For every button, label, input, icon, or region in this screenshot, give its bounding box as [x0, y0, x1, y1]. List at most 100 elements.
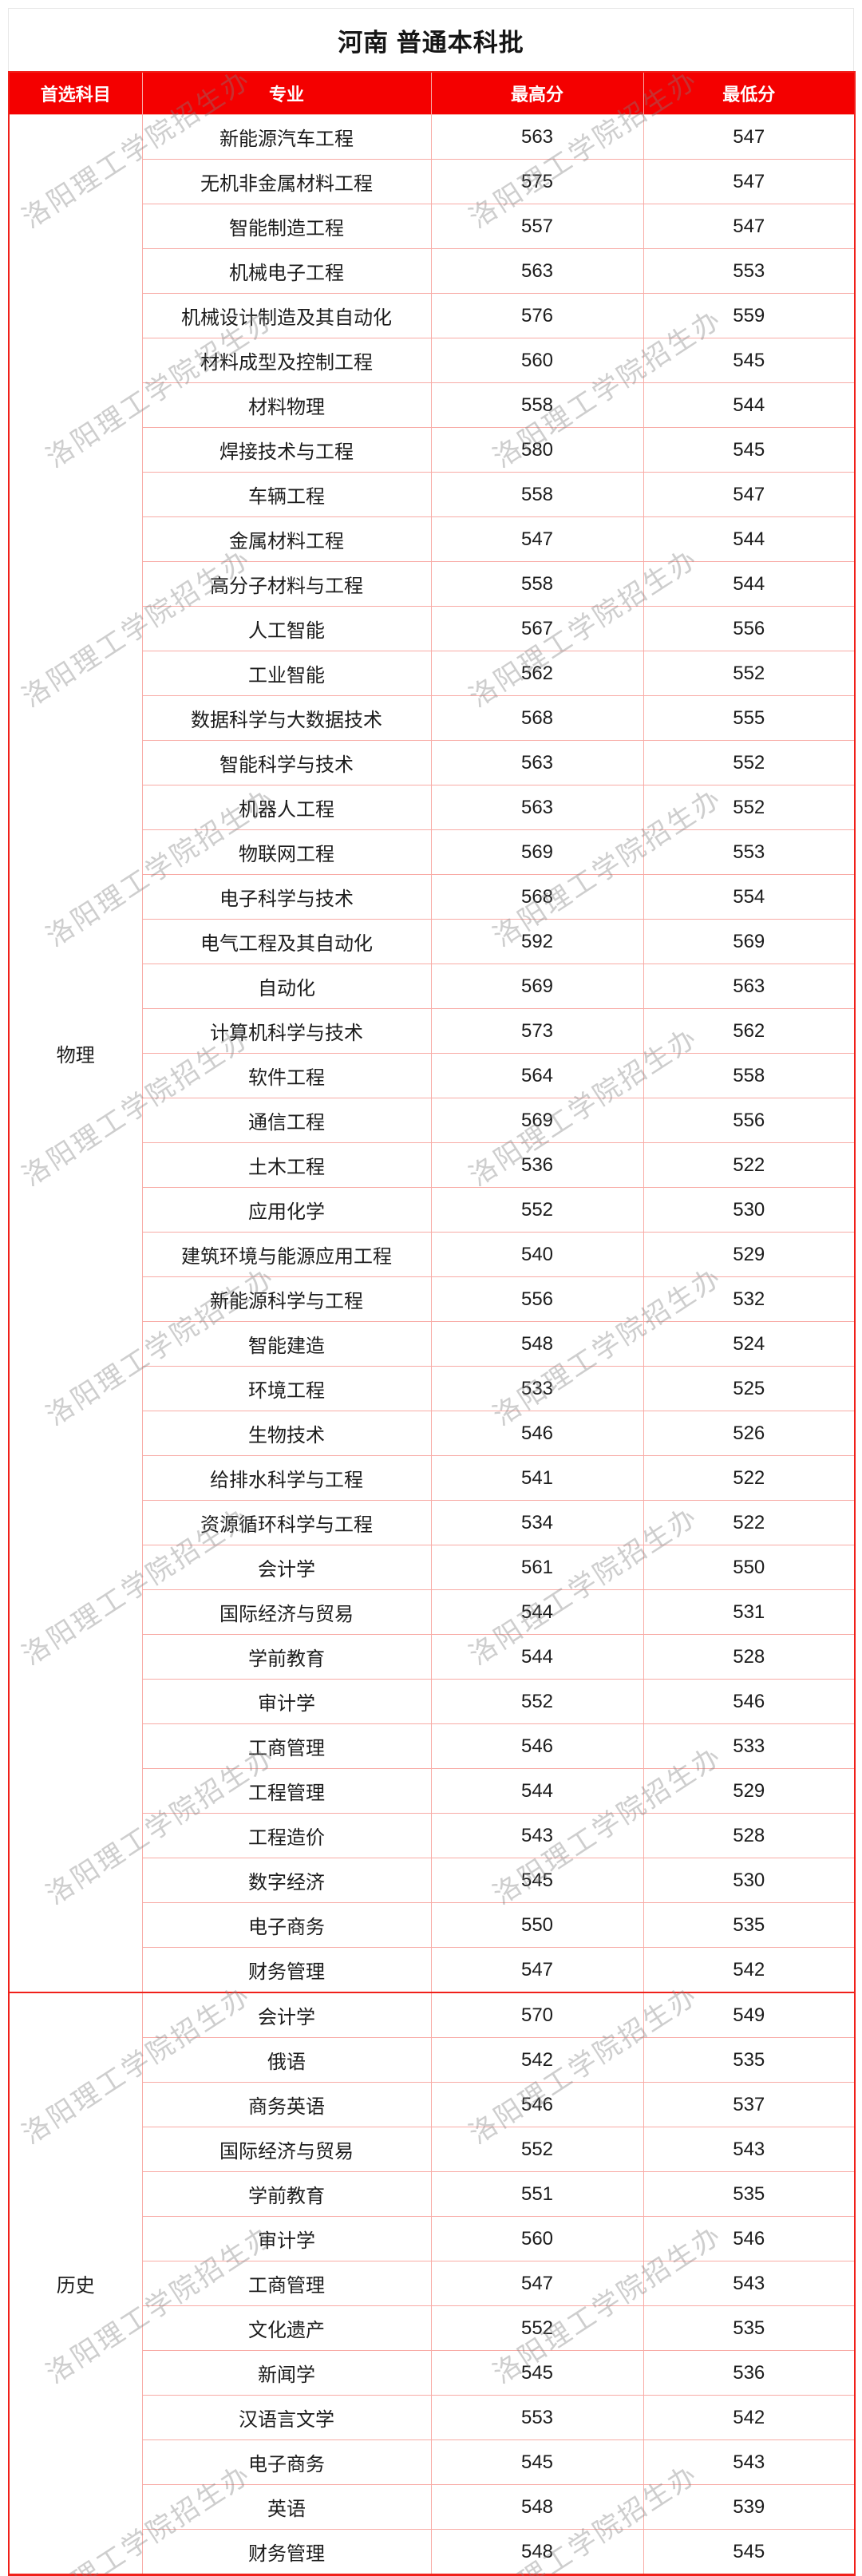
major-cell: 新闻学: [141, 2350, 432, 2396]
major-cell: 机械设计制造及其自动化: [141, 293, 432, 338]
max-score-cell: 545: [430, 2350, 644, 2396]
table-row: 工程管理 544 529: [9, 1768, 856, 1814]
max-score-cell: 563: [430, 740, 644, 785]
major-cell: 材料物理: [141, 382, 432, 428]
max-score-cell: 551: [430, 2171, 644, 2217]
max-score-cell: 557: [430, 204, 644, 249]
min-score-cell: 528: [643, 1634, 856, 1680]
max-score-cell: 575: [430, 159, 644, 204]
table-row: 历史 会计学 570 549: [8, 1992, 856, 2575]
score-sheet: 河南 普通本科批 首选科目 专业 最高分 最低分 物理 新能源汽车工程 563 547…: [8, 8, 856, 2576]
table-row: 电子商务 550 535: [9, 1902, 856, 1948]
max-score-cell: 533: [430, 1366, 644, 1411]
major-cell: 自动化: [141, 964, 432, 1009]
major-cell: 环境工程: [141, 1366, 432, 1411]
table-row: 汉语言文学 553 542: [9, 2395, 856, 2440]
min-score-cell: 535: [643, 2305, 856, 2351]
table-row: 财务管理 547 542: [9, 1947, 856, 1993]
max-score-cell: 544: [430, 1634, 644, 1680]
major-cell: 电子商务: [141, 1902, 432, 1948]
max-score-cell: 548: [430, 2484, 644, 2530]
major-cell: 计算机科学与技术: [141, 1008, 432, 1054]
major-cell: 财务管理: [141, 1947, 432, 1993]
min-score-cell: 542: [643, 2395, 856, 2440]
major-cell: 工程造价: [141, 1813, 432, 1858]
major-cell: 俄语: [141, 2037, 432, 2083]
min-score-cell: 555: [643, 695, 856, 741]
table-row: 电气工程及其自动化 592 569: [9, 919, 856, 964]
max-score-cell: 536: [430, 1142, 644, 1188]
major-cell: 审计学: [141, 1679, 432, 1724]
max-score-cell: 556: [430, 1276, 644, 1322]
col-header-subject: 首选科目: [8, 71, 143, 115]
table-row: 财务管理 548 545: [9, 2529, 856, 2575]
table-row: 计算机科学与技术 573 562: [9, 1008, 856, 1054]
major-cell: 新能源汽车工程: [141, 114, 432, 160]
max-score-cell: 540: [430, 1232, 644, 1277]
min-score-cell: 569: [643, 919, 856, 964]
max-score-cell: 548: [430, 1321, 644, 1367]
table-row: 工商管理 546 533: [9, 1723, 856, 1769]
table-row: 生物技术 546 526: [9, 1411, 856, 1456]
min-score-cell: 532: [643, 1276, 856, 1322]
col-header-max-score: 最高分: [430, 71, 644, 115]
table-row: 审计学 560 546: [9, 2216, 856, 2261]
major-cell: 工业智能: [141, 651, 432, 696]
min-score-cell: 545: [643, 338, 856, 383]
min-score-cell: 522: [643, 1142, 856, 1188]
max-score-cell: 548: [430, 2529, 644, 2575]
subject-cell: 物理: [8, 114, 143, 1993]
table-row: 智能科学与技术 563 552: [9, 740, 856, 785]
major-cell: 物联网工程: [141, 829, 432, 875]
major-cell: 汉语言文学: [141, 2395, 432, 2440]
min-score-cell: 530: [643, 1858, 856, 1903]
max-score-cell: 558: [430, 561, 644, 607]
min-score-cell: 549: [643, 1992, 856, 2038]
major-cell: 电气工程及其自动化: [141, 919, 432, 964]
max-score-cell: 547: [430, 2261, 644, 2306]
min-score-cell: 524: [643, 1321, 856, 1367]
major-cell: 工程管理: [141, 1768, 432, 1814]
subject-cell: 历史: [8, 1992, 143, 2575]
min-score-cell: 522: [643, 1500, 856, 1545]
table-row: 学前教育 544 528: [9, 1634, 856, 1680]
min-score-cell: 556: [643, 606, 856, 651]
max-score-cell: 568: [430, 874, 644, 920]
major-cell: 通信工程: [141, 1098, 432, 1143]
max-score-cell: 564: [430, 1053, 644, 1098]
table-row: 建筑环境与能源应用工程 540 529: [9, 1232, 856, 1277]
min-score-cell: 563: [643, 964, 856, 1009]
major-cell: 生物技术: [141, 1411, 432, 1456]
header-row: 首选科目 专业 最高分 最低分: [8, 71, 856, 115]
table-row: 物理 新能源汽车工程 563 547: [8, 114, 856, 1993]
max-score-cell: 534: [430, 1500, 644, 1545]
min-score-cell: 529: [643, 1768, 856, 1814]
major-cell: 资源循环科学与工程: [141, 1500, 432, 1545]
table-row: 商务英语 546 537: [9, 2082, 856, 2127]
scores-table: 首选科目 专业 最高分 最低分 物理 新能源汽车工程 563 547 无机非金属材料工程…: [8, 71, 856, 2576]
table-row: 车辆工程 558 547: [9, 472, 856, 517]
major-cell: 车辆工程: [141, 472, 432, 517]
min-score-cell: 542: [643, 1947, 856, 1993]
min-score-cell: 525: [643, 1366, 856, 1411]
max-score-cell: 592: [430, 919, 644, 964]
min-score-cell: 556: [643, 1098, 856, 1143]
table-row: 英语 548 539: [9, 2484, 856, 2530]
max-score-cell: 546: [430, 2082, 644, 2127]
major-cell: 电子商务: [141, 2439, 432, 2485]
major-cell: 建筑环境与能源应用工程: [141, 1232, 432, 1277]
table-row: 材料成型及控制工程 560 545: [9, 338, 856, 383]
table-header: 首选科目 专业 最高分 最低分: [8, 71, 856, 115]
min-score-cell: 522: [643, 1455, 856, 1501]
major-cell: 学前教育: [141, 2171, 432, 2217]
max-score-cell: 569: [430, 1098, 644, 1143]
table-row: 人工智能 567 556: [9, 606, 856, 651]
max-score-cell: 552: [430, 1187, 644, 1233]
table-row: 机器人工程 563 552: [9, 785, 856, 830]
min-score-cell: 552: [643, 785, 856, 830]
major-cell: 电子科学与技术: [141, 874, 432, 920]
min-score-cell: 535: [643, 2171, 856, 2217]
major-cell: 机械电子工程: [141, 248, 432, 294]
min-score-cell: 544: [643, 561, 856, 607]
